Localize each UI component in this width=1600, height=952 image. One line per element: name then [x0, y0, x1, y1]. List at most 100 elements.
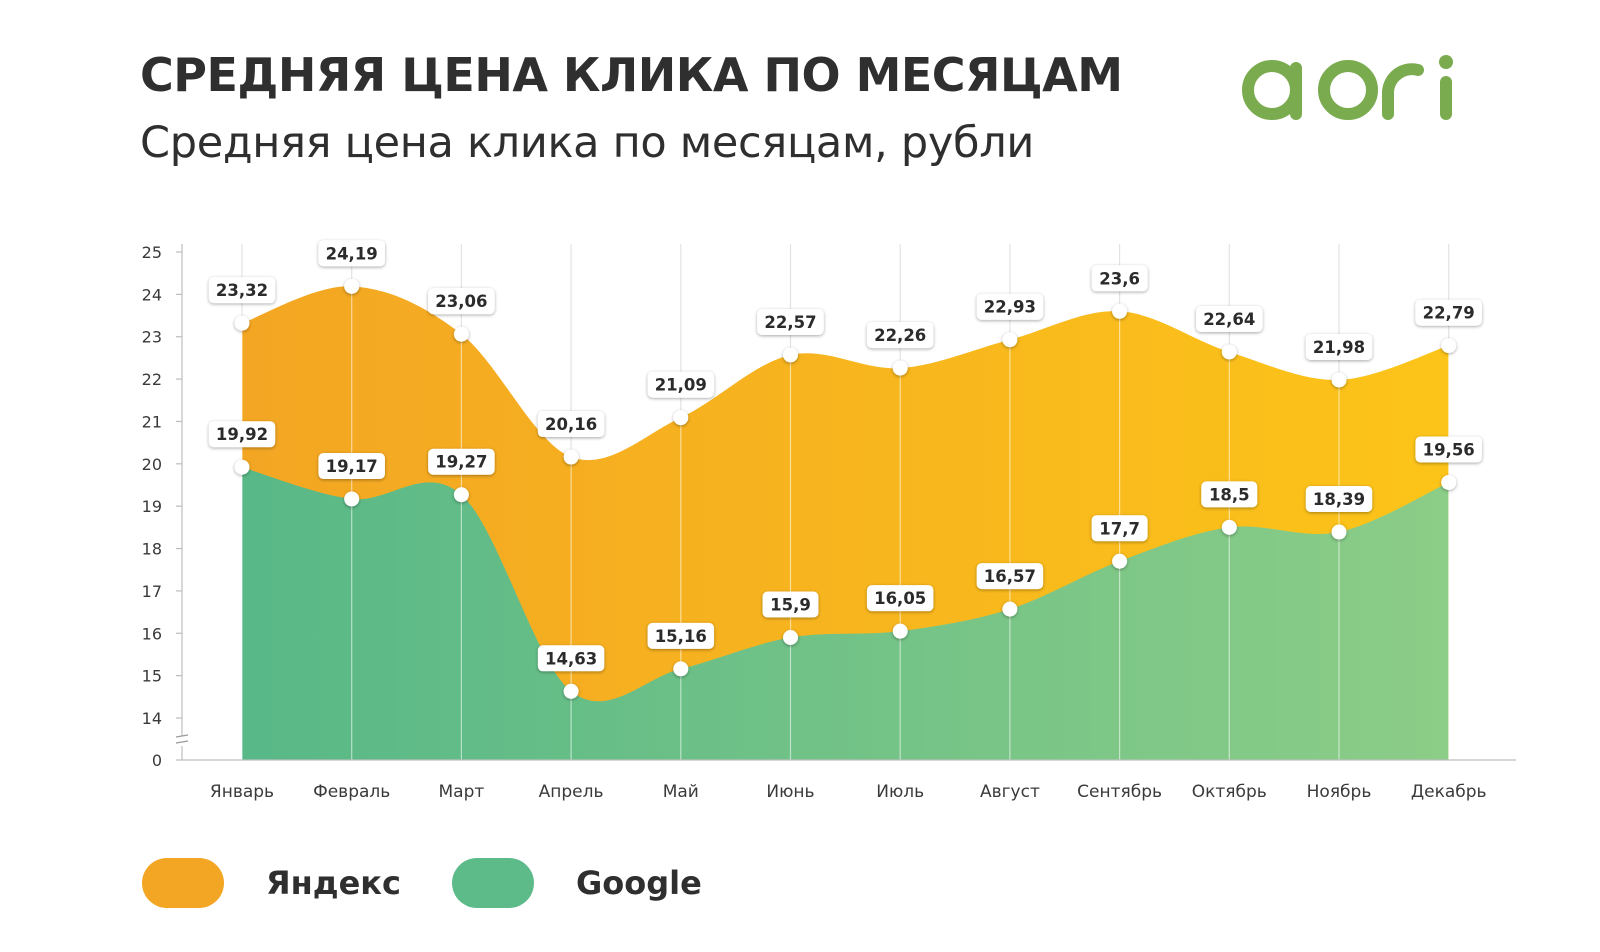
- y-tick-label: 22: [142, 370, 162, 389]
- data-label-box-yandex: [976, 293, 1044, 320]
- data-label-box-yandex: [318, 240, 385, 267]
- x-tick-label: Май: [663, 782, 699, 802]
- data-label-box-yandex: [1415, 299, 1482, 326]
- data-label-google: 16,57: [984, 567, 1036, 586]
- data-label-box-google: [428, 448, 495, 475]
- y-tick-label: 21: [142, 412, 162, 431]
- x-tick-label: Январь: [210, 782, 274, 802]
- series-area-google: [242, 467, 1449, 760]
- point-yandex: [892, 360, 908, 376]
- legend-swatch-yandex: [142, 858, 224, 908]
- x-tick-label: Февраль: [313, 782, 390, 802]
- data-label-box-google: [537, 645, 605, 672]
- point-yandex: [673, 410, 689, 426]
- legend-swatch-google: [452, 858, 534, 908]
- data-label-box-yandex: [537, 411, 605, 438]
- data-label-box-yandex: [1091, 265, 1148, 292]
- x-tick-label: Декабрь: [1411, 782, 1487, 802]
- x-tick-label: Ноябрь: [1307, 782, 1372, 802]
- data-label-google: 19,92: [216, 425, 268, 444]
- data-label-box-google: [1305, 486, 1373, 513]
- y-tick-label: 18: [142, 540, 162, 559]
- data-label-box-google: [976, 563, 1044, 590]
- point-yandex: [344, 278, 360, 294]
- data-label-yandex: 23,6: [1099, 269, 1140, 288]
- legend-label-google: Google: [576, 864, 702, 902]
- x-tick-label: Сентябрь: [1077, 782, 1162, 802]
- data-label-google: 18,5: [1209, 485, 1250, 504]
- point-google: [563, 683, 579, 699]
- data-label-google: 18,39: [1313, 490, 1365, 509]
- x-tick-label: Июль: [876, 782, 924, 802]
- data-label-box-yandex: [208, 277, 276, 304]
- point-yandex: [783, 347, 798, 363]
- y-axis-break: [175, 734, 189, 744]
- data-label-yandex: 23,06: [435, 292, 487, 311]
- legend-label-yandex: Яндекс: [266, 864, 401, 902]
- point-google: [344, 491, 360, 507]
- data-label-box-google: [318, 452, 385, 479]
- data-label-yandex: 21,09: [655, 376, 707, 395]
- legend-item-yandex: Яндекс: [142, 858, 401, 908]
- data-label-yandex: 22,93: [984, 298, 1036, 317]
- data-label-box-yandex: [428, 288, 495, 315]
- data-label-yandex: 20,16: [545, 415, 597, 434]
- data-label-yandex: 23,32: [216, 281, 268, 300]
- x-tick-label: Июнь: [766, 782, 814, 802]
- point-google: [892, 623, 908, 639]
- data-label-google: 14,63: [545, 649, 597, 668]
- y-tick-label: 20: [142, 455, 162, 474]
- data-label-yandex: 24,19: [326, 244, 378, 263]
- data-label-box-yandex: [866, 322, 934, 349]
- point-google: [1002, 601, 1018, 617]
- legend-item-google: Google: [452, 858, 702, 908]
- y-tick-label: 19: [142, 497, 162, 516]
- data-label-box-yandex: [1305, 333, 1373, 360]
- data-label-box-yandex: [647, 371, 715, 398]
- point-yandex: [1002, 332, 1018, 348]
- y-tick-label: 15: [142, 667, 162, 686]
- x-tick-label: Апрель: [539, 782, 604, 802]
- data-label-yandex: 22,57: [764, 313, 816, 332]
- point-google: [783, 630, 798, 646]
- x-tick-label: Октябрь: [1192, 782, 1267, 802]
- y-tick-label: 16: [142, 624, 162, 643]
- data-label-box-google: [1201, 481, 1258, 508]
- data-label-yandex: 22,64: [1203, 310, 1255, 329]
- data-label-google: 16,05: [874, 589, 926, 608]
- point-google: [234, 459, 250, 475]
- y-tick-label: 17: [142, 582, 162, 601]
- data-label-box-google: [647, 622, 715, 649]
- y-tick-label: 23: [142, 328, 162, 347]
- x-tick-label: Март: [439, 782, 485, 802]
- data-label-google: 19,17: [326, 457, 378, 476]
- data-label-box-google: [1415, 436, 1482, 463]
- point-yandex: [563, 449, 579, 465]
- y-tick-label: 14: [142, 709, 162, 728]
- chart-subtitle: Средняя цена клика по месяцам, рубли: [140, 118, 1035, 168]
- point-yandex: [234, 315, 250, 331]
- point-google: [453, 487, 469, 503]
- data-label-google: 19,56: [1423, 440, 1475, 459]
- y-tick-label: 25: [142, 243, 162, 262]
- y-tick-label: 0: [152, 751, 162, 770]
- data-label-yandex: 21,98: [1313, 338, 1365, 357]
- chart-title: СРЕДНЯЯ ЦЕНА КЛИКА ПО МЕСЯЦАМ: [140, 48, 1123, 102]
- data-label-box-google: [866, 585, 934, 612]
- data-label-yandex: 22,79: [1423, 304, 1475, 323]
- x-tick-label: Август: [980, 782, 1040, 802]
- data-label-box-yandex: [1196, 305, 1263, 332]
- point-yandex: [1441, 338, 1457, 354]
- point-google: [1331, 524, 1347, 540]
- data-label-google: 17,7: [1099, 519, 1140, 538]
- point-google: [1221, 519, 1237, 535]
- data-label-yandex: 22,26: [874, 326, 926, 345]
- aori-logo: [1242, 55, 1453, 120]
- point-yandex: [1221, 344, 1237, 360]
- point-yandex: [453, 326, 469, 342]
- data-label-google: 15,9: [770, 596, 811, 615]
- point-google: [673, 661, 689, 677]
- data-label-box-google: [1091, 515, 1148, 542]
- y-tick-label: 24: [142, 285, 162, 304]
